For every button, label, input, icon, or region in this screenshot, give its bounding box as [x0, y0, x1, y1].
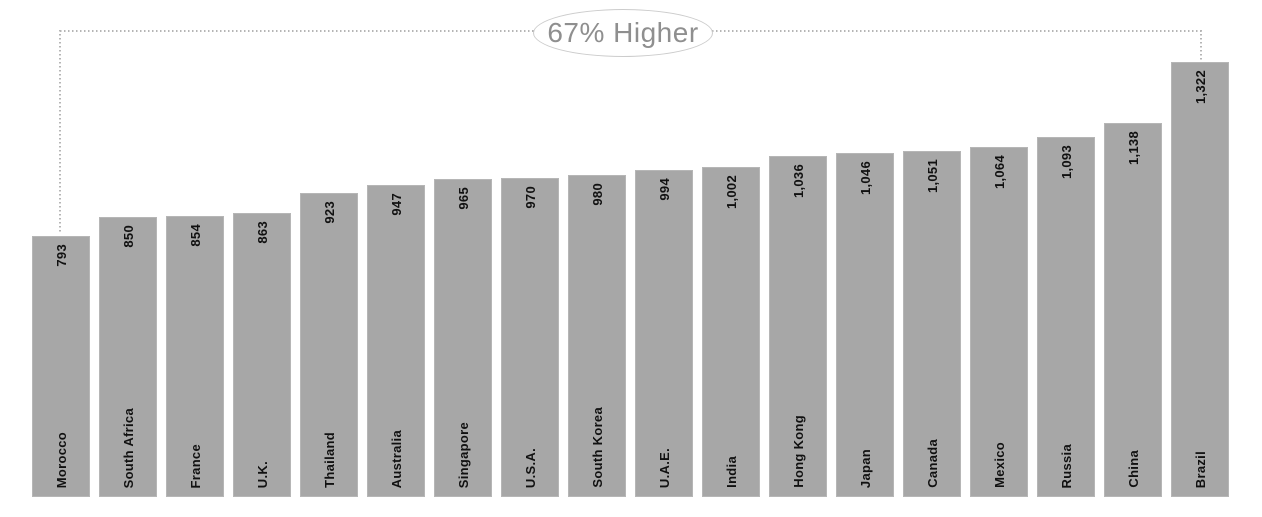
bar-u-k: 863 U.K. — [233, 213, 291, 497]
bar-value-label: 1,138 — [1125, 131, 1141, 166]
bar-value-label: 1,051 — [924, 159, 940, 194]
bar-category-label: U.A.E. — [656, 447, 672, 488]
bar-south-africa: 850 South Africa — [99, 217, 157, 497]
bar-category-label: Australia — [388, 429, 404, 488]
bar-category-label: Japan — [857, 448, 873, 488]
bar-category-label: Thailand — [321, 432, 337, 488]
bar-category-label: Morocco — [53, 431, 69, 488]
annotation-connector-left-line — [59, 30, 61, 234]
bar-value-label: 970 — [522, 186, 538, 209]
bar-france: 854 France — [166, 216, 224, 497]
bar-russia: 1,093 Russia — [1037, 137, 1095, 497]
bar-category-label: Brazil — [1192, 450, 1208, 488]
bar-u-a-e: 994 U.A.E. — [635, 170, 693, 497]
bar-category-label: Canada — [924, 439, 940, 488]
bar-value-label: 994 — [656, 178, 672, 201]
annotation-label: 67% Higher — [547, 17, 699, 48]
bar-u-s-a: 970 U.S.A. — [501, 178, 559, 497]
bar-australia: 947 Australia — [367, 185, 425, 497]
annotation-ellipse: 67% Higher — [533, 9, 713, 57]
bar-category-label: China — [1125, 450, 1141, 488]
bar-south-korea: 980 South Korea — [568, 175, 626, 497]
bar-value-label: 947 — [388, 193, 404, 216]
bar-china: 1,138 China — [1104, 123, 1162, 497]
bar-category-label: South Africa — [120, 407, 136, 488]
bar-value-label: 1,322 — [1192, 70, 1208, 105]
bar-hong-kong: 1,036 Hong Kong — [769, 156, 827, 497]
bar-value-label: 980 — [589, 183, 605, 206]
bar-category-label: India — [723, 456, 739, 488]
bar-value-label: 1,093 — [1058, 145, 1074, 180]
bar-category-label: Hong Kong — [790, 415, 806, 488]
bar-value-label: 793 — [53, 244, 69, 267]
bar-mexico: 1,064 Mexico — [970, 147, 1028, 497]
bar-value-label: 965 — [455, 187, 471, 210]
bar-category-label: Mexico — [991, 442, 1007, 488]
bar-japan: 1,046 Japan — [836, 153, 894, 497]
bar-canada: 1,051 Canada — [903, 151, 961, 497]
bar-category-label: Singapore — [455, 421, 471, 488]
bar-category-label: Russia — [1058, 443, 1074, 488]
bar-value-label: 850 — [120, 225, 136, 248]
bar-value-label: 854 — [187, 224, 203, 247]
bar-category-label: South Korea — [589, 407, 605, 488]
bar-singapore: 965 Singapore — [434, 179, 492, 497]
bar-value-label: 863 — [254, 221, 270, 244]
bar-value-label: 923 — [321, 201, 337, 224]
annotation-connector-right-line — [1200, 30, 1202, 60]
bar-morocco: 793 Morocco — [32, 236, 90, 497]
bar-brazil: 1,322 Brazil — [1171, 62, 1229, 497]
bar-value-label: 1,002 — [723, 175, 739, 210]
bar-thailand: 923 Thailand — [300, 193, 358, 497]
bars-container: 793 Morocco 850 South Africa 854 France 863 U.K… — [32, 0, 1229, 497]
bar-category-label: U.K. — [254, 460, 270, 488]
bar-category-label: France — [187, 443, 203, 488]
bar-value-label: 1,046 — [857, 161, 873, 196]
bar-category-label: U.S.A. — [522, 447, 538, 488]
bar-value-label: 1,036 — [790, 164, 806, 199]
bar-value-label: 1,064 — [991, 155, 1007, 190]
bar-india: 1,002 India — [702, 167, 760, 497]
